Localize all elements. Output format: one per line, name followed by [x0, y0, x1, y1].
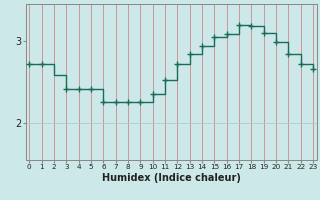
- X-axis label: Humidex (Indice chaleur): Humidex (Indice chaleur): [102, 173, 241, 183]
